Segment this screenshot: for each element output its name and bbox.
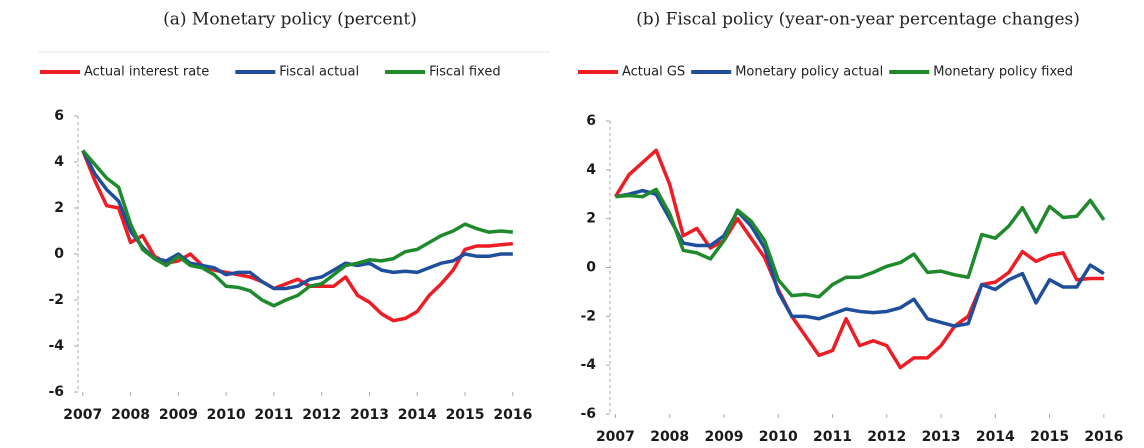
legend-label: Fiscal fixed <box>429 65 501 80</box>
y-tick-label: 0 <box>54 246 64 262</box>
series-line <box>613 148 1104 370</box>
legend-label: Actual GS <box>622 65 685 80</box>
x-tick-label: 2011 <box>813 429 852 445</box>
y-tick-label: -2 <box>48 292 64 308</box>
x-tick-label: 2008 <box>650 429 689 445</box>
x-tick-label: 2013 <box>922 429 961 445</box>
y-tick-label: 4 <box>54 154 64 170</box>
y-tick-label: -4 <box>48 338 64 354</box>
y-tick-label: 2 <box>586 211 596 227</box>
series-line <box>81 149 513 308</box>
chart-title: (a) Monetary policy (percent) <box>163 10 417 30</box>
x-tick-label: 2008 <box>111 407 150 423</box>
x-tick-label: 2013 <box>350 407 389 423</box>
y-tick-label: 6 <box>54 108 64 124</box>
legend-label: Actual interest rate <box>84 65 209 80</box>
y-tick-label: 6 <box>586 113 596 129</box>
y-tick-label: -4 <box>580 357 596 373</box>
x-tick-label: 2010 <box>759 429 798 445</box>
legend-label: Monetary policy actual <box>735 65 883 80</box>
x-tick-label: 2012 <box>302 407 341 423</box>
x-tick-label: 2014 <box>398 407 437 423</box>
y-tick-label: 4 <box>586 162 596 178</box>
x-tick-label: 2011 <box>254 407 293 423</box>
x-tick-label: 2015 <box>1030 429 1069 445</box>
x-tick-label: 2014 <box>976 429 1015 445</box>
x-tick-label: 2016 <box>1084 429 1123 445</box>
y-tick-label: -6 <box>48 384 64 400</box>
legend-label: Monetary policy fixed <box>933 65 1073 80</box>
x-tick-label: 2010 <box>207 407 246 423</box>
y-tick-label: 2 <box>54 200 64 216</box>
y-tick-label: -6 <box>580 406 596 422</box>
x-tick-label: 2007 <box>63 407 102 423</box>
series-line <box>81 149 513 291</box>
legend-label: Fiscal actual <box>279 65 359 80</box>
x-tick-label: 2015 <box>446 407 485 423</box>
x-tick-label: 2012 <box>867 429 906 445</box>
y-tick-label: 0 <box>586 260 596 276</box>
x-tick-label: 2016 <box>493 407 532 423</box>
chart-title: (b) Fiscal policy (year-on-year percenta… <box>636 10 1080 30</box>
series-line <box>615 187 1106 299</box>
y-tick-label: -2 <box>580 308 596 324</box>
series-line <box>615 188 1105 328</box>
x-tick-label: 2009 <box>159 407 198 423</box>
x-tick-label: 2007 <box>596 429 635 445</box>
x-tick-label: 2009 <box>704 429 743 445</box>
